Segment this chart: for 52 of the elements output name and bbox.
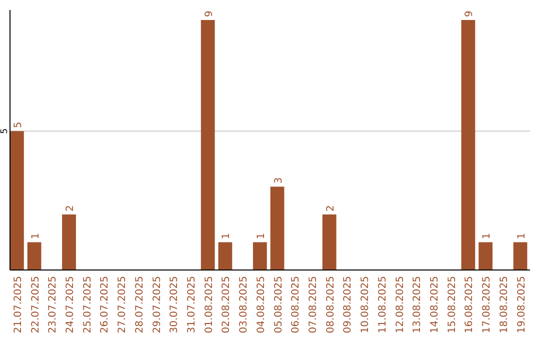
data-label: 1 (516, 232, 528, 240)
bar (252, 242, 267, 270)
bar (200, 20, 215, 270)
x-tick-label: 02.08.2025 (221, 276, 232, 334)
x-tick-label: 19.08.2025 (516, 276, 528, 334)
data-label: 1 (482, 232, 493, 240)
x-tick-label: 23.07.2025 (48, 276, 59, 334)
data-label: 3 (273, 177, 284, 184)
x-tick-label: 07.08.2025 (308, 276, 320, 334)
bar (218, 242, 232, 270)
x-tick-label: 04.08.2025 (256, 276, 267, 334)
bar (270, 186, 284, 270)
x-tick-label: 15.08.2025 (446, 276, 458, 334)
data-label: 5 (0, 128, 10, 134)
bar (513, 242, 528, 270)
data-label: 9 (204, 10, 215, 17)
x-tick-label: 21.07.2025 (12, 276, 24, 334)
data-label: 1 (256, 232, 267, 240)
x-tick-label: 29.07.2025 (152, 276, 163, 334)
data-label: 2 (325, 205, 336, 212)
x-tick-label: 24.07.2025 (65, 276, 76, 334)
x-tick-label: 08.08.2025 (325, 276, 336, 334)
x-tick-label: 31.07.2025 (186, 276, 198, 334)
bar (27, 242, 42, 270)
bar (461, 20, 476, 270)
x-tick-label: 30.07.2025 (169, 276, 180, 334)
bar (62, 214, 76, 270)
x-tick-label: 13.08.2025 (412, 276, 424, 334)
x-tick-label: 12.08.2025 (394, 276, 406, 334)
x-tick-label: 26.07.2025 (100, 276, 111, 334)
data-label: 9 (464, 10, 476, 17)
bar (322, 214, 336, 270)
x-tick-label: 22.07.2025 (30, 276, 42, 334)
x-tick-label: 11.08.2025 (377, 276, 388, 334)
x-tick-label: 10.08.2025 (360, 276, 372, 334)
x-tick-label: 01.08.2025 (204, 276, 215, 334)
x-tick-label: 18.08.2025 (498, 276, 510, 334)
x-tick-label: 14.08.2025 (430, 276, 440, 334)
data-label: 1 (30, 232, 42, 240)
x-tick-label: 27.07.2025 (117, 276, 128, 334)
x-tick-label: 16.08.2025 (464, 276, 476, 334)
x-tick-label: 25.07.2025 (82, 276, 94, 334)
x-tick-label: 09.08.2025 (342, 276, 354, 334)
x-tick-label: 03.08.2025 (238, 276, 250, 334)
data-label: 2 (65, 205, 76, 212)
bar (478, 242, 493, 270)
bar (10, 131, 24, 270)
x-tick-label: 17.08.2025 (482, 276, 493, 334)
x-tick-label: 06.08.2025 (290, 276, 302, 334)
x-tick-label: 28.07.2025 (134, 276, 146, 334)
data-label: 1 (221, 232, 232, 240)
x-tick-label: 05.08.2025 (273, 276, 284, 334)
